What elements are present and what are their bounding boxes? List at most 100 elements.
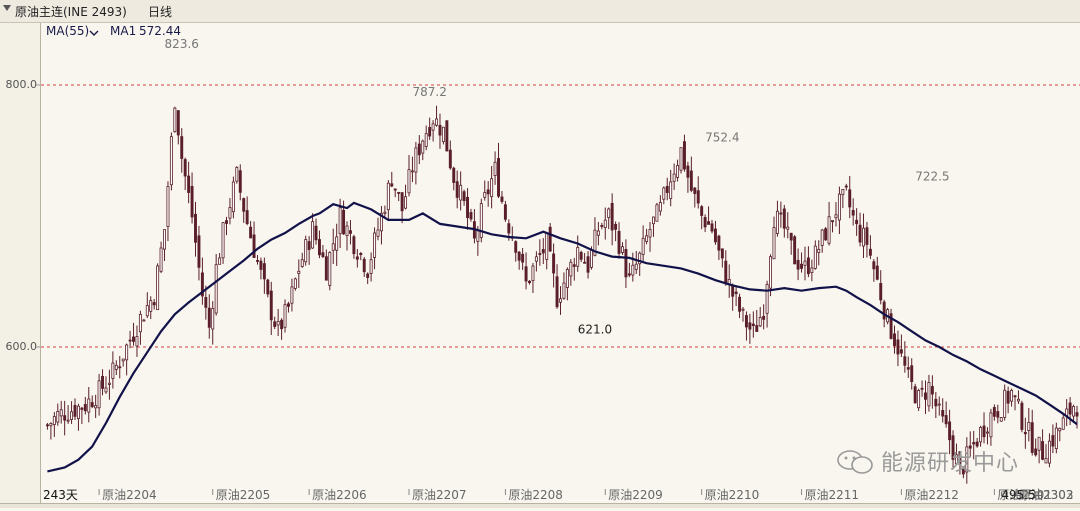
x-tick-label: 243天	[43, 488, 78, 502]
candle-down	[879, 283, 883, 301]
candle-down	[972, 442, 976, 445]
candle-down	[982, 425, 986, 438]
candle-up	[1061, 417, 1065, 430]
candle-down	[806, 257, 810, 275]
candle-down	[1006, 390, 1010, 404]
candle-down	[524, 266, 528, 282]
candle-down	[906, 367, 910, 370]
candle-down	[693, 187, 697, 194]
candle-up	[965, 446, 969, 473]
candle-up	[52, 416, 56, 426]
candle-up	[999, 417, 1003, 422]
candle-down	[624, 249, 628, 278]
candle-down	[614, 224, 618, 230]
candle-down	[992, 407, 996, 417]
candle-up	[596, 230, 600, 236]
candle-down	[528, 280, 531, 284]
collapse-icon[interactable]	[3, 5, 11, 11]
candle-down	[796, 259, 800, 270]
candle-down	[190, 186, 194, 218]
candle-up	[214, 264, 218, 314]
candle-down	[844, 185, 848, 188]
candle-down	[1023, 431, 1027, 435]
candle-up	[658, 202, 662, 212]
candle-down	[968, 445, 972, 449]
candle-down	[782, 208, 786, 229]
candle-up	[621, 246, 624, 253]
candle-up	[345, 225, 349, 236]
candle-down	[194, 213, 197, 243]
candle-down	[579, 252, 583, 260]
candle-up	[76, 405, 80, 419]
candle-up	[104, 387, 108, 393]
candle-down	[448, 149, 452, 169]
candle-down	[717, 235, 721, 251]
candle-down	[73, 405, 77, 417]
candle-up	[424, 133, 428, 147]
candle-down	[793, 236, 797, 265]
candle-up	[979, 427, 983, 443]
candle-up	[121, 358, 125, 362]
candle-down	[1034, 448, 1038, 456]
candle-up	[827, 216, 831, 244]
candle-down	[789, 232, 793, 241]
candle-down	[755, 325, 759, 332]
candle-up	[769, 256, 773, 289]
candle-up	[107, 382, 111, 385]
y-axis: 600.0 800.0	[6, 78, 40, 353]
candle-up	[817, 248, 821, 253]
candle-up	[593, 229, 597, 256]
candle-up	[1054, 427, 1058, 449]
candle-down	[762, 315, 766, 320]
candle-down	[273, 321, 277, 327]
candle-down	[700, 206, 704, 216]
candle-up	[111, 362, 115, 379]
candle-down	[899, 349, 903, 354]
x-tick-label: 原油2212	[904, 488, 959, 502]
candle-up	[283, 304, 287, 328]
indicator-name[interactable]: MA(55)	[46, 24, 90, 38]
candle-up	[576, 247, 580, 267]
candle-down	[913, 386, 917, 404]
candle-down	[225, 220, 228, 224]
period-selector[interactable]: 日线	[148, 5, 173, 19]
candle-down	[80, 407, 84, 410]
candle-down	[428, 127, 432, 137]
candle-down	[724, 260, 728, 285]
candle-down	[748, 322, 752, 330]
candle-up	[149, 300, 153, 312]
candle-down	[538, 253, 542, 255]
candle-down	[324, 256, 328, 281]
candle-up	[56, 411, 60, 423]
candle-up	[955, 454, 958, 465]
candle-down	[889, 313, 893, 339]
candle-up	[414, 147, 418, 173]
candle-up	[638, 252, 642, 265]
candle-down	[259, 260, 263, 270]
candle-up	[328, 252, 332, 286]
candle-up	[159, 247, 163, 272]
candle-up	[562, 282, 566, 299]
candle-up	[631, 264, 635, 276]
candle-down	[45, 424, 49, 427]
candle-up	[373, 232, 377, 258]
candle-up	[648, 228, 652, 238]
candle-down	[314, 225, 318, 241]
candle-down	[152, 302, 156, 306]
chevron-down-icon[interactable]	[89, 28, 99, 38]
candle-up	[376, 229, 380, 237]
candle-up	[820, 229, 824, 246]
candle-down	[462, 191, 466, 202]
candle-down	[521, 253, 525, 263]
candle-down	[1068, 402, 1072, 415]
candle-up	[231, 181, 235, 213]
candle-down	[200, 272, 204, 297]
ma1-value: 572.44	[139, 24, 181, 38]
candle-down	[961, 467, 965, 475]
candle-down	[317, 239, 321, 256]
candle-down	[731, 284, 735, 297]
candle-down	[751, 323, 755, 327]
candle-up	[311, 221, 315, 249]
y-tick-label: 800.0	[6, 78, 38, 91]
candle-down	[321, 252, 325, 257]
